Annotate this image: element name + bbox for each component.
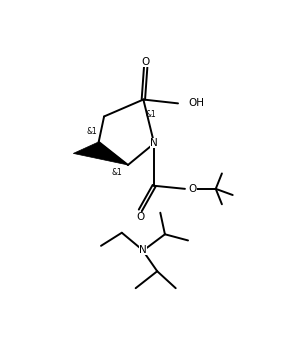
Text: O: O <box>141 57 150 67</box>
Text: N: N <box>150 138 158 148</box>
Text: &1: &1 <box>86 127 97 136</box>
Text: &1: &1 <box>111 168 122 177</box>
Text: O: O <box>189 184 197 194</box>
Polygon shape <box>73 142 128 165</box>
Text: O: O <box>136 212 144 222</box>
Text: &1: &1 <box>146 110 157 119</box>
Text: N: N <box>139 245 147 255</box>
Text: OH: OH <box>188 99 204 108</box>
